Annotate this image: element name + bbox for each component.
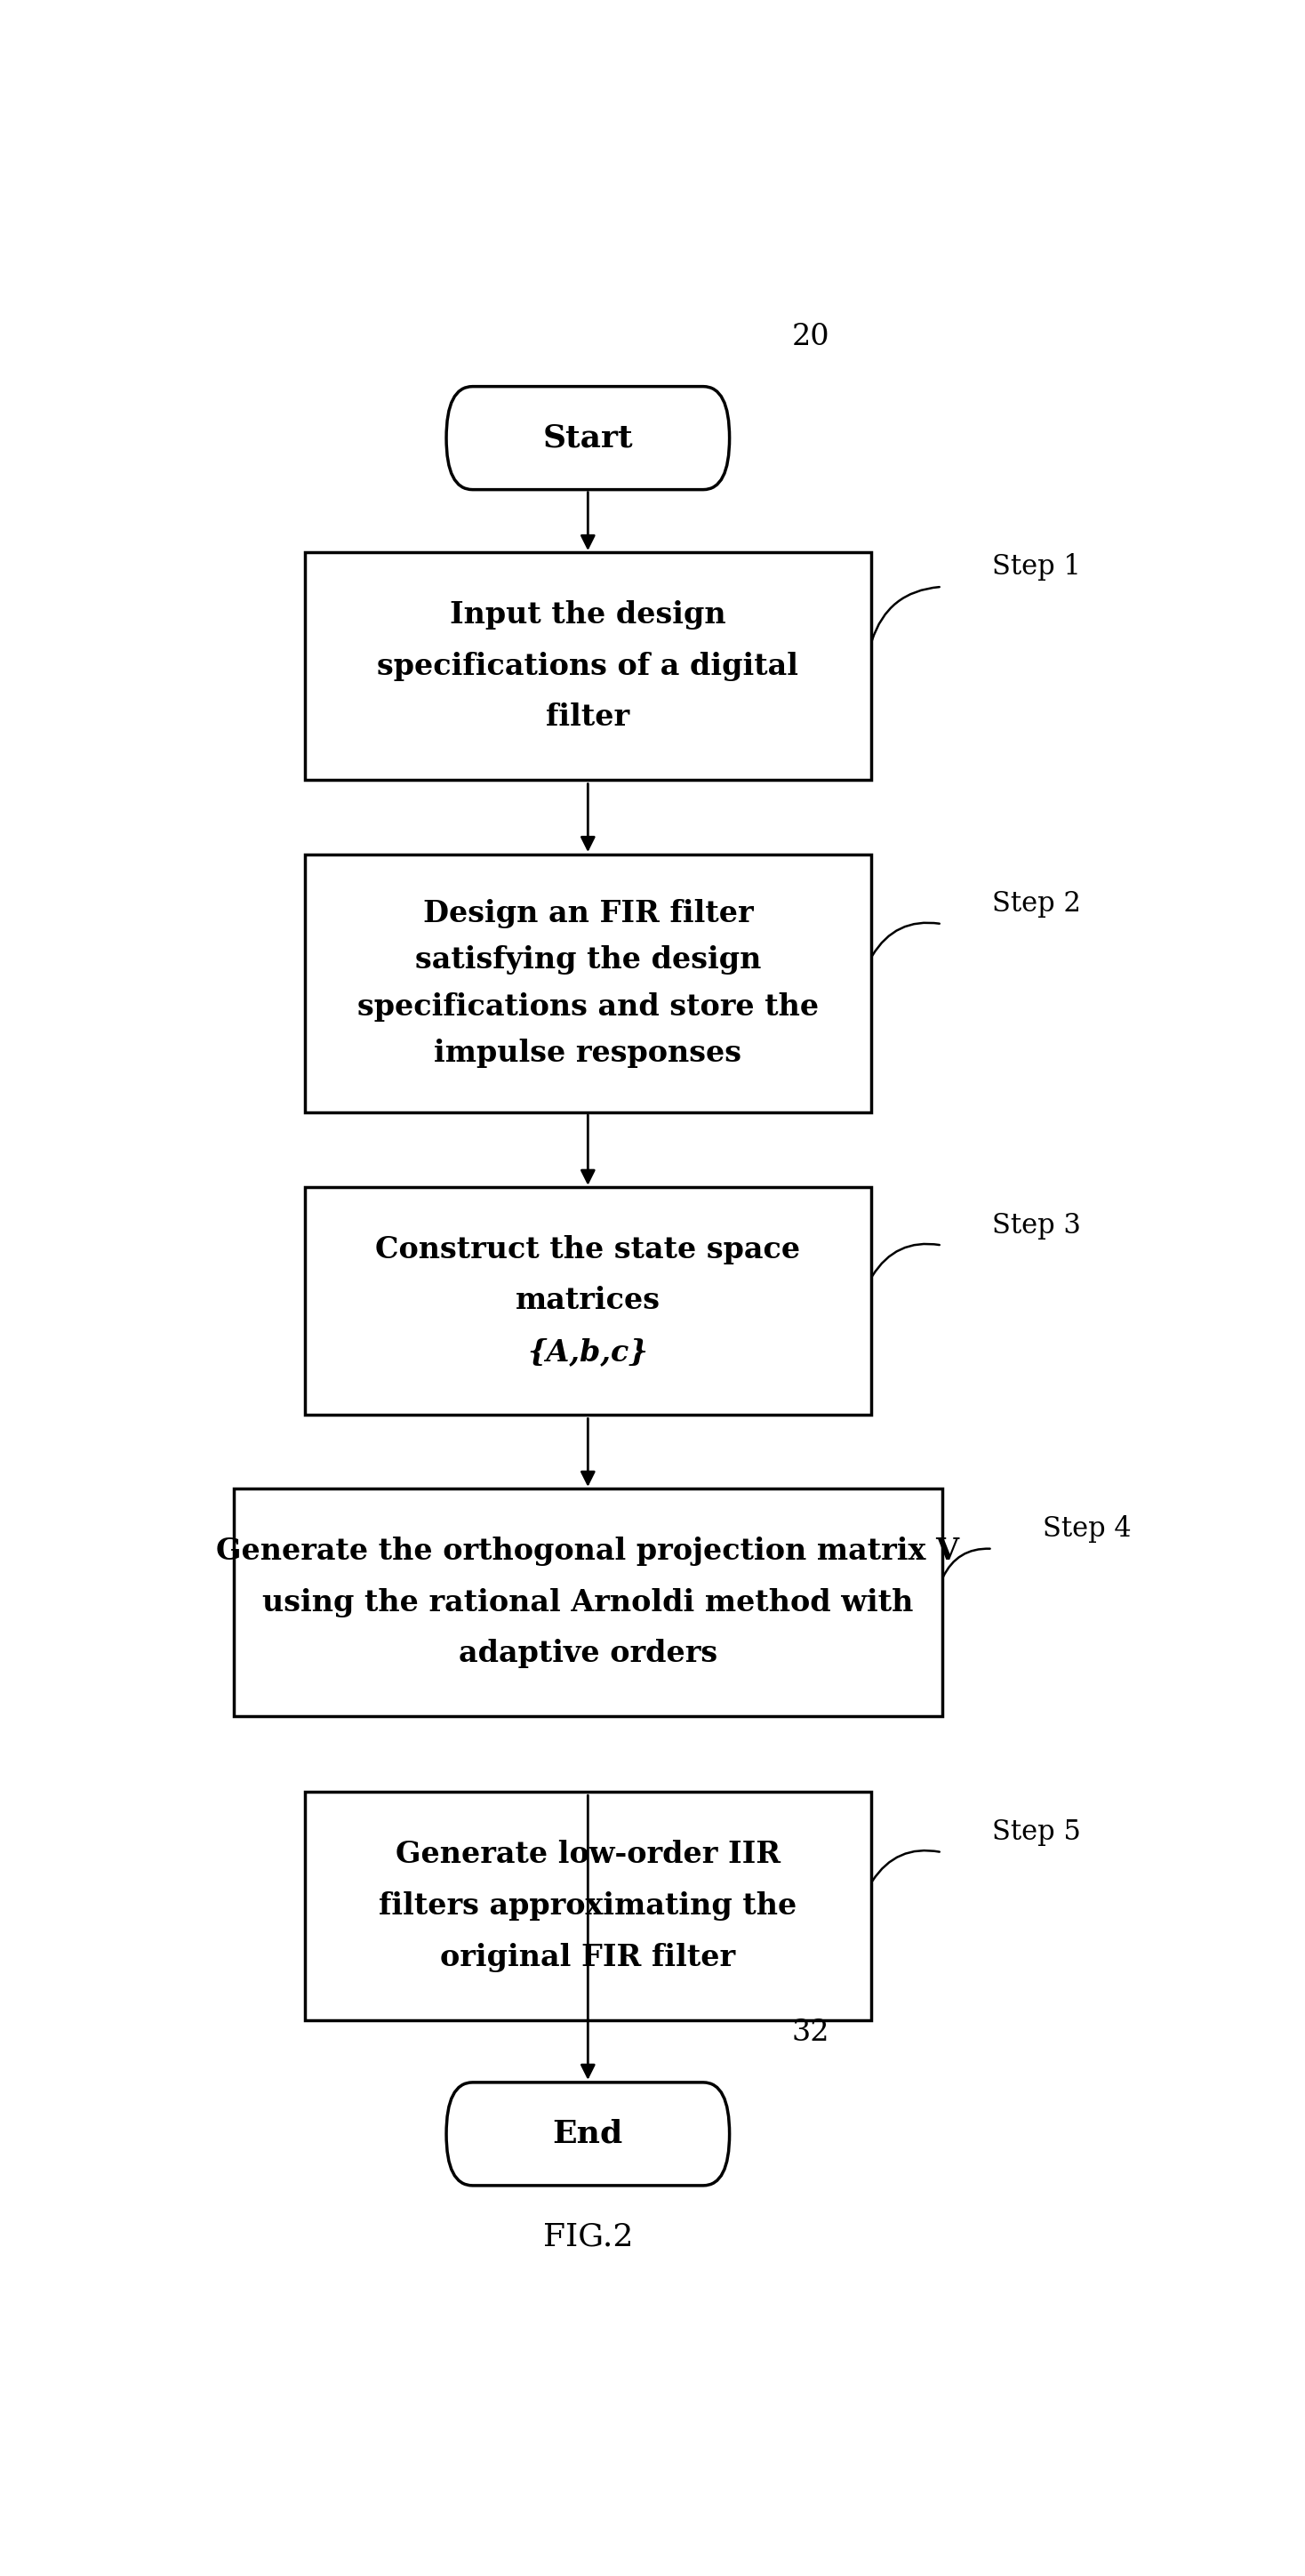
Text: specifications and store the: specifications and store the (358, 992, 818, 1023)
Bar (304, 855, 872, 1113)
FancyBboxPatch shape (446, 386, 729, 489)
Text: specifications of a digital: specifications of a digital (377, 652, 799, 680)
FancyBboxPatch shape (446, 2081, 729, 2184)
Text: Construct the state space: Construct the state space (376, 1234, 800, 1265)
Text: 20: 20 (791, 322, 830, 350)
Text: Step 5: Step 5 (992, 1819, 1082, 1847)
Text: adaptive orders: adaptive orders (458, 1638, 718, 1669)
Text: End: End (553, 2120, 622, 2148)
Text: Step 4: Step 4 (1043, 1515, 1131, 1543)
Text: satisfying the design: satisfying the design (415, 945, 761, 974)
Text: Design an FIR filter: Design an FIR filter (423, 899, 753, 927)
Text: filter: filter (545, 703, 630, 732)
Bar (304, 1188, 872, 1414)
Text: using the rational Arnoldi method with: using the rational Arnoldi method with (262, 1587, 914, 1618)
Text: Input the design: Input the design (450, 600, 726, 629)
Text: filters approximating the: filters approximating the (378, 1891, 797, 1922)
Text: {A,b,c}: {A,b,c} (527, 1337, 649, 1368)
Text: Step 3: Step 3 (992, 1211, 1082, 1239)
Text: matrices: matrices (515, 1285, 660, 1316)
Bar (234, 1489, 942, 1716)
Text: Generate the orthogonal projection matrix V: Generate the orthogonal projection matri… (217, 1535, 959, 1566)
Text: original FIR filter: original FIR filter (440, 1942, 736, 1971)
Text: Step 2: Step 2 (992, 891, 1082, 917)
Text: FIG.2: FIG.2 (543, 2223, 633, 2251)
Bar (304, 1793, 872, 2020)
Text: Generate low-order IIR: Generate low-order IIR (395, 1839, 780, 1870)
Text: Step 1: Step 1 (992, 554, 1082, 580)
Bar (304, 551, 872, 781)
Text: 32: 32 (792, 2020, 829, 2048)
Text: impulse responses: impulse responses (435, 1038, 741, 1069)
Text: Start: Start (543, 422, 633, 453)
